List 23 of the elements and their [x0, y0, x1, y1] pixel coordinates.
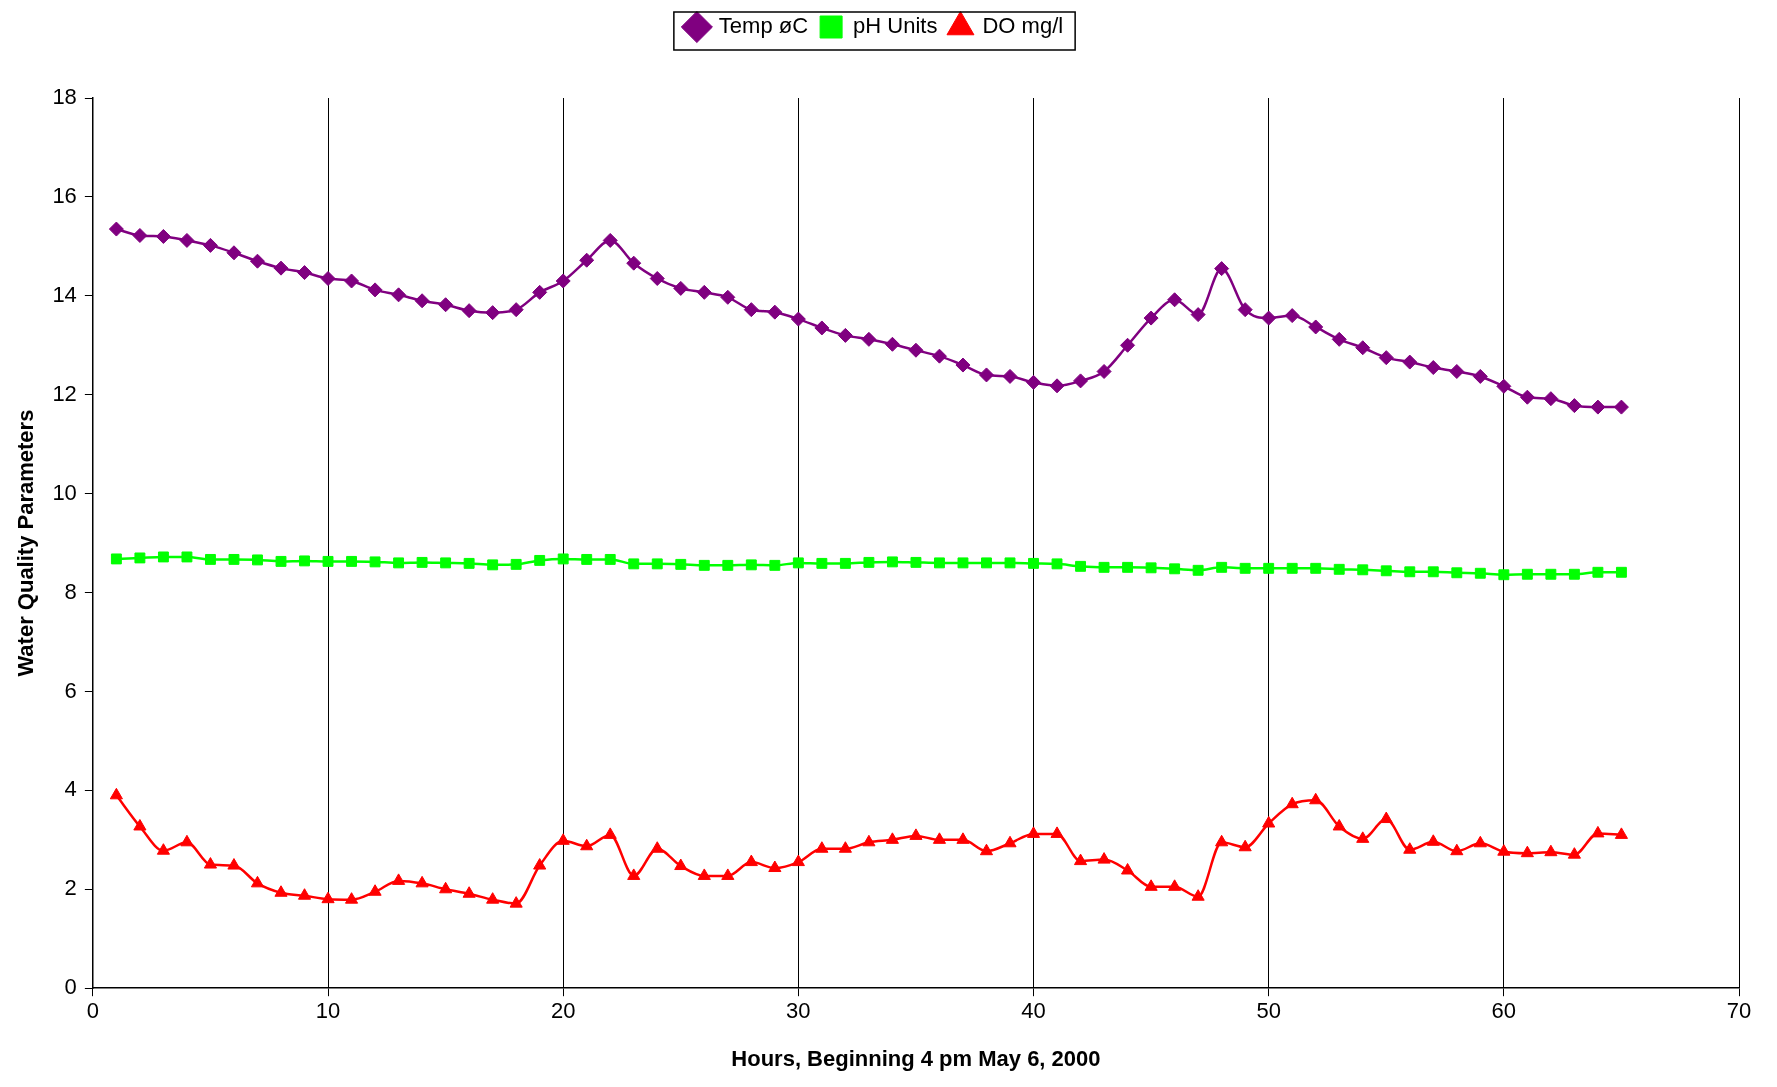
x-tick-label: 70	[1726, 998, 1752, 1024]
y-tick-label: 16	[52, 182, 77, 208]
legend-label: DO mg/l	[982, 13, 1064, 39]
x-tick-label: 40	[1021, 998, 1046, 1024]
legend-label: Temp øC	[718, 13, 809, 39]
x-tick-label: 30	[786, 998, 811, 1024]
y-tick-label: 8	[64, 578, 77, 604]
y-tick-label: 2	[64, 875, 77, 901]
x-tick-label: 0	[86, 998, 99, 1024]
y-tick-label: 4	[64, 776, 77, 802]
x-tick-label: 50	[1256, 998, 1281, 1024]
y-tick-label: 10	[52, 479, 77, 505]
x-tick-label: 60	[1491, 998, 1517, 1024]
x-tick-label: 20	[550, 998, 576, 1024]
x-tick-label: 10	[315, 998, 341, 1024]
y-axis-title: Water Quality Parameters	[13, 409, 39, 677]
y-tick-label: 14	[52, 281, 77, 307]
x-axis-title: Hours, Beginning 4 pm May 6, 2000	[731, 1045, 1101, 1071]
y-tick-label: 18	[52, 84, 77, 110]
y-tick-label: 12	[52, 380, 77, 406]
y-tick-label: 6	[64, 677, 77, 703]
legend-label: pH Units	[853, 13, 938, 39]
y-tick-label: 0	[64, 974, 77, 1000]
